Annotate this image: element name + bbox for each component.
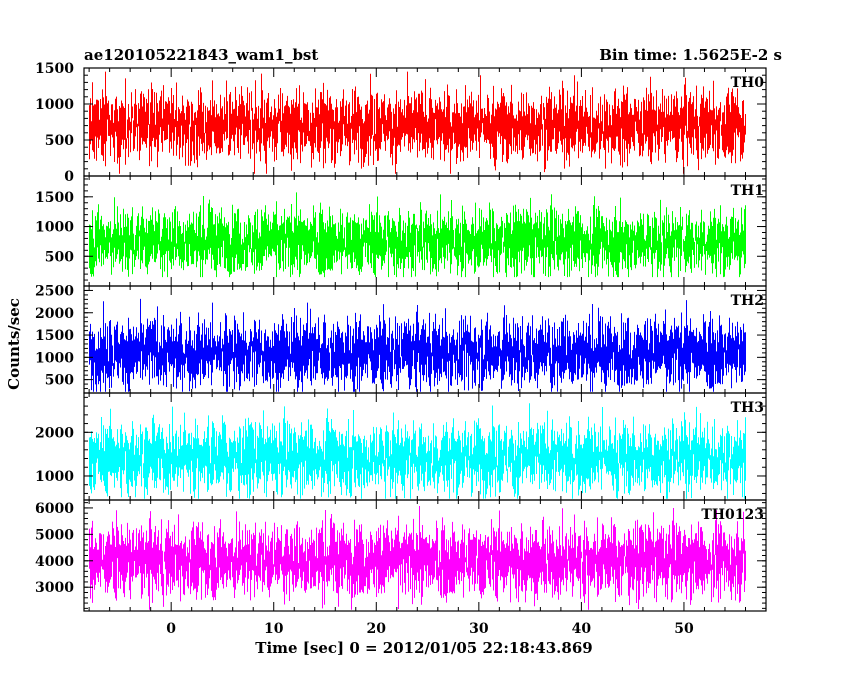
y-tick-label: 1000 <box>35 97 74 113</box>
y-tick-label: 500 <box>45 373 74 389</box>
panel-th1: 500 1000 1500 TH1 <box>35 175 767 287</box>
panel-label-th0: TH0 <box>731 75 765 91</box>
series-th0-line <box>89 71 746 174</box>
y-tick-label: 5000 <box>35 527 74 543</box>
y-tick-label: 2000 <box>35 306 74 322</box>
header-bin-time: Bin time: 1.5625E-2 s <box>599 46 782 64</box>
x-tick-label: 10 <box>264 621 284 637</box>
y-tick-label: 2000 <box>35 425 74 441</box>
y-tick-label: 4000 <box>35 554 74 570</box>
series-th3-line <box>89 403 746 499</box>
series-th2-line <box>89 298 746 392</box>
y-tick-label: 1500 <box>35 328 74 344</box>
y-tick-label: 1500 <box>35 190 74 206</box>
y-tick-label: 500 <box>45 133 74 149</box>
x-tick-label: 50 <box>674 621 694 637</box>
x-tick-label: 20 <box>367 621 387 637</box>
panel-th0123: 3000 4000 5000 6000 TH0123 <box>35 499 767 612</box>
y-tick-label: 0 <box>64 169 74 185</box>
x-axis-label: Time [sec] 0 = 2012/01/05 22:18:43.869 <box>255 639 592 657</box>
y-tick-label: 1500 <box>35 61 74 77</box>
y-tick-label: 1000 <box>35 469 74 485</box>
y-tick-label: 6000 <box>35 501 74 517</box>
y-tick-label: 1000 <box>35 350 74 366</box>
header-title: ae120105221843_wam1_bst <box>84 46 318 64</box>
series-th1-line <box>89 192 746 278</box>
series-th0123-line <box>89 506 746 610</box>
x-tick-label: 0 <box>166 621 176 637</box>
y-tick-label: 500 <box>45 249 74 265</box>
panel-th0: 0 500 1000 1500 TH0 <box>35 61 767 185</box>
panel-label-th1: TH1 <box>731 183 764 199</box>
panel-th2: 500 1000 1500 2000 2500 TH2 <box>35 283 767 394</box>
y-tick-label: 1000 <box>35 220 74 236</box>
panel-th3: 1000 2000 TH3 <box>35 392 767 501</box>
x-tick-label: 40 <box>572 621 592 637</box>
panels-group: 0 500 1000 1500 TH0 500 1000 1500 TH1 500 1000 1500… <box>35 61 767 612</box>
y-tick-label: 3000 <box>35 580 74 596</box>
y-tick-label: 2500 <box>35 283 74 299</box>
panel-label-th3: TH3 <box>731 400 764 416</box>
panel-label-th0123: TH0123 <box>701 507 764 523</box>
x-axis: 0 10 20 30 40 50 <box>166 621 694 637</box>
panel-label-th2: TH2 <box>731 293 764 309</box>
x-tick-label: 30 <box>469 621 489 637</box>
y-axis-label: Counts/sec <box>5 298 23 390</box>
